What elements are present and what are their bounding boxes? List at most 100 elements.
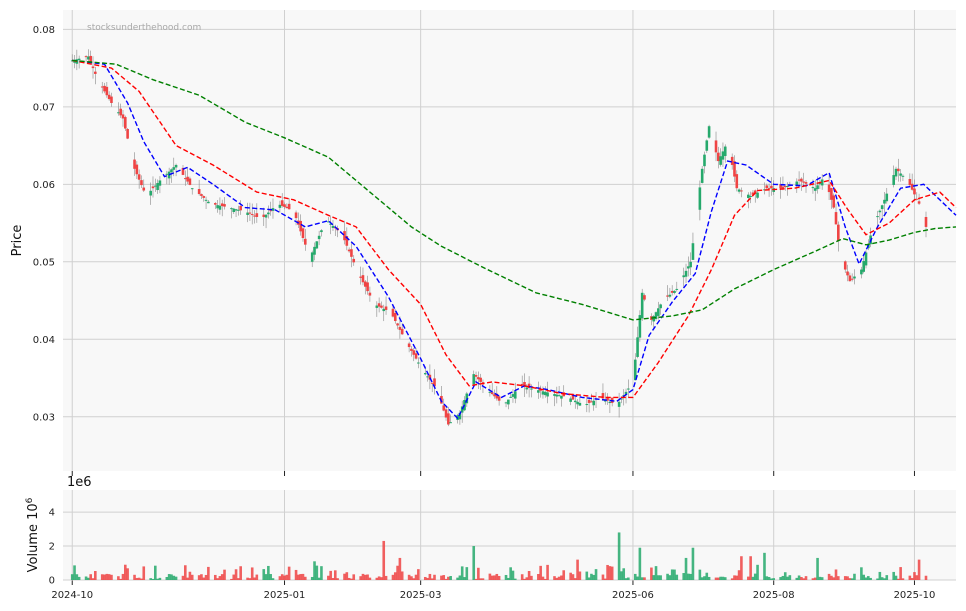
candle-body (165, 173, 169, 175)
volume-bar (876, 578, 879, 580)
candle-body (913, 188, 916, 195)
candle-body (585, 404, 589, 406)
volume-bar (477, 567, 480, 580)
volume-bar (297, 574, 300, 580)
candle-body (749, 195, 752, 197)
volume-bar (202, 577, 206, 580)
volume-y-tick-label: 2 (49, 542, 55, 553)
candle-body (673, 290, 676, 293)
volume-bar (894, 575, 898, 580)
volume-bar (652, 575, 656, 580)
candle-body (220, 203, 224, 207)
candle-body (91, 66, 95, 69)
candle-body (525, 387, 529, 390)
volume-bar (232, 574, 236, 580)
candle-body (350, 249, 353, 257)
volume-bar (924, 575, 928, 580)
candle-body (530, 388, 533, 390)
volume-bar (269, 574, 272, 580)
candle-body (280, 200, 284, 206)
candle-body (317, 235, 321, 240)
volume-bar (303, 576, 307, 580)
volume-bar (523, 578, 526, 580)
candle-body (103, 85, 106, 92)
volume-bar (271, 578, 275, 580)
volume-bar (345, 572, 349, 580)
candle-body (417, 362, 420, 364)
candle-body (400, 328, 404, 335)
volume-bar (753, 573, 757, 580)
volume-bar (624, 578, 628, 580)
candle-body (285, 206, 289, 209)
candle-body (223, 204, 226, 207)
volume-bar (368, 577, 372, 580)
volume-bar (458, 575, 462, 580)
candle-body (539, 389, 542, 391)
candle-body (924, 216, 928, 227)
volume-bar (636, 576, 639, 580)
candle-body (513, 391, 517, 399)
candle-body (460, 406, 464, 413)
volume-bar (278, 576, 282, 580)
candle-body (153, 185, 157, 187)
candle-body (181, 167, 185, 175)
candle-body (765, 185, 769, 189)
candle-body (299, 220, 302, 232)
volume-bar (317, 577, 321, 580)
volume-bar (783, 572, 787, 580)
volume-bar (915, 575, 919, 580)
candle-body (811, 187, 815, 189)
volume-bar (248, 578, 252, 580)
candle-body (735, 174, 739, 189)
volume-bar (433, 574, 436, 580)
volume-bar (204, 574, 208, 580)
candle-body (391, 308, 395, 317)
candle-body (126, 129, 129, 139)
candle-body (303, 238, 307, 245)
candle-body (294, 212, 298, 219)
volume-bar (126, 568, 129, 580)
volume-bar (423, 576, 427, 580)
candle-body (795, 181, 799, 187)
volume-bar (456, 577, 459, 580)
volume-bar (917, 559, 921, 580)
candle-body (608, 401, 612, 404)
candle-body (329, 223, 332, 225)
volume-bar (363, 574, 367, 580)
candle-body (730, 156, 734, 165)
candle-body (511, 394, 515, 397)
candle-body (430, 382, 434, 384)
volume-bar (133, 574, 136, 580)
volume-bar (375, 577, 379, 580)
volume-bar (525, 577, 529, 580)
candle-body (717, 152, 720, 162)
volume-bar (511, 570, 515, 580)
candle-body (310, 252, 314, 262)
candle-body (908, 179, 912, 186)
candle-body (183, 178, 187, 180)
volume-bar (880, 577, 884, 580)
volume-bar (463, 577, 466, 580)
candle-body (537, 390, 540, 393)
candle-body (880, 205, 884, 210)
volume-bar (320, 566, 323, 580)
volume-bar (730, 578, 734, 580)
candle-body (783, 185, 787, 188)
volume-bar (749, 556, 752, 580)
candle-body (797, 179, 801, 181)
volume-bar (384, 575, 388, 580)
x-tick-label: 2025-03 (400, 590, 442, 601)
volume-bar (283, 575, 286, 580)
candle-body (396, 323, 399, 326)
candle-body (255, 213, 259, 217)
volume-bar (444, 578, 448, 580)
volume-bar (410, 576, 413, 580)
candle-body (232, 208, 236, 213)
candle-body (527, 383, 531, 388)
candle-body (428, 374, 432, 380)
volume-bar (218, 576, 222, 580)
candle-body (465, 393, 469, 404)
volume-bar (670, 569, 674, 580)
ma-line-2 (72, 59, 957, 321)
volume-bar (329, 570, 332, 580)
